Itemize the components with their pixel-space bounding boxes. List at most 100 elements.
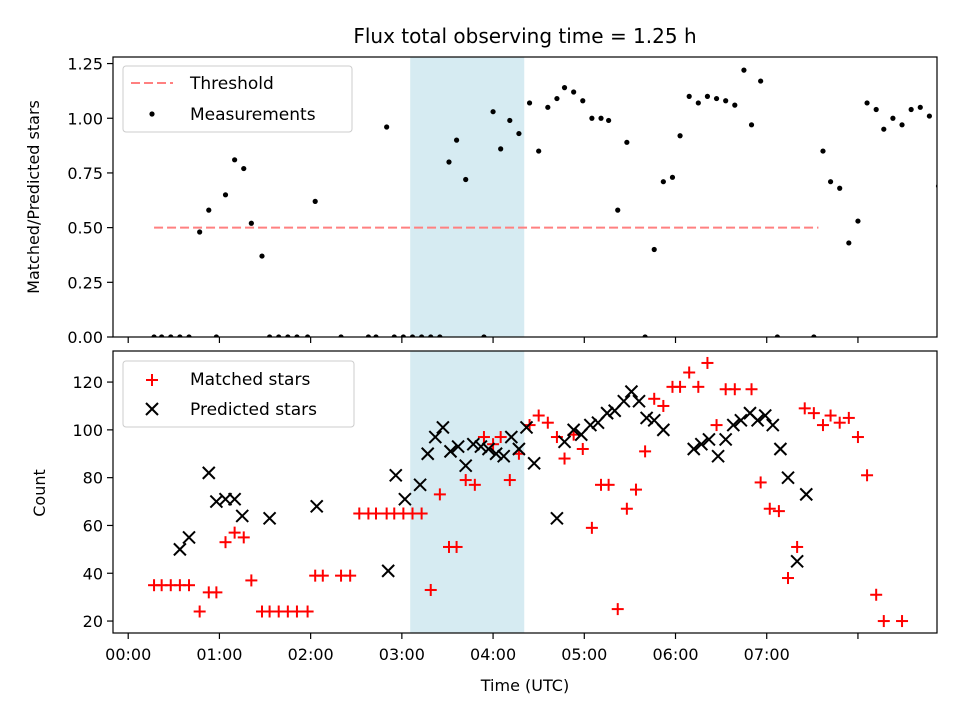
measurement-point: [651, 246, 657, 253]
measurement-point: [516, 130, 522, 137]
measurement-point: [437, 334, 443, 337]
bottom-xtick-label: 07:00: [744, 645, 790, 664]
measurement-point: [400, 334, 406, 337]
measurement-point: [732, 102, 738, 108]
matched-star-point: [301, 605, 314, 618]
measurement-point: [241, 165, 247, 172]
matched-star-point: [477, 431, 490, 444]
matched-star-point: [620, 502, 633, 515]
predicted-star-point: [726, 418, 740, 432]
predicted-star-point: [413, 478, 427, 492]
bottom-y-axis-label: Count: [30, 469, 49, 517]
predicted-star-point: [428, 430, 443, 444]
matched-star-point: [415, 507, 428, 520]
measurement-point: [723, 98, 729, 104]
matched-star-point: [316, 569, 329, 582]
legend-threshold-label: Threshold: [189, 74, 274, 94]
matched-star-point: [532, 409, 545, 422]
top-ytick-label: 0.50: [67, 219, 103, 238]
predicted-star-point: [702, 432, 716, 447]
top-ytick-label: 1.00: [67, 109, 103, 128]
matched-star-point: [370, 507, 383, 520]
predicted-star-point: [512, 442, 526, 456]
bottom-xtick-label: 04:00: [470, 645, 516, 664]
bottom-ytick-label: 80: [83, 469, 103, 488]
measurement-point: [409, 334, 416, 337]
measurement-point: [624, 139, 630, 145]
measurement-point: [276, 334, 282, 337]
top-ytick-label: 0.75: [67, 164, 103, 183]
predicted-star-point: [790, 554, 804, 569]
predicted-star-point: [766, 418, 780, 432]
measurement-point: [490, 109, 496, 115]
predicted-star-point: [436, 420, 450, 435]
measurement-point: [232, 157, 238, 163]
matched-star-point: [833, 416, 846, 429]
measurement-points: [151, 67, 937, 337]
predicted-star-point: [398, 492, 412, 506]
matched-star-point: [193, 605, 206, 618]
measurement-point: [589, 115, 595, 121]
predicted-star-point: [758, 408, 772, 423]
measurement-point: [695, 100, 701, 106]
matched-star-point: [424, 583, 437, 596]
measurement-point: [507, 117, 513, 124]
predicted-star-point: [459, 459, 473, 473]
bottom-ytick-label: 120: [72, 373, 103, 392]
measurement-point: [373, 334, 379, 337]
matched-star-point: [728, 383, 741, 396]
measurement-point: [827, 179, 834, 185]
top-x-ticks: [127, 337, 859, 343]
matched-star-point: [851, 431, 864, 444]
predicted-star-point: [451, 439, 465, 454]
legend-measurements-label: Measurements: [190, 105, 316, 125]
predicted-star-point: [600, 406, 614, 420]
measurement-point: [177, 334, 183, 337]
predicted-star-point: [389, 468, 403, 482]
predicted-star-point: [773, 442, 788, 456]
top-legend-box: [122, 65, 353, 133]
matched-star-point: [210, 586, 223, 599]
measurement-point: [259, 253, 265, 259]
matched-star-point: [468, 478, 481, 491]
top-legend: Threshold Measurements: [122, 65, 353, 133]
measurement-point: [908, 106, 914, 113]
bottom-legend-box: [122, 360, 355, 428]
predicted-star-point: [173, 542, 187, 557]
matched-star-point: [639, 445, 652, 458]
matched-star-point: [237, 531, 250, 544]
matched-star-point: [861, 469, 874, 482]
matched-star-point: [816, 419, 829, 432]
matched-star-point: [674, 380, 687, 393]
measurement-point: [338, 334, 344, 337]
bottom-ytick-label: 40: [83, 564, 103, 583]
measurement-point: [820, 148, 826, 154]
measurement-point: [677, 133, 683, 139]
predicted-stars-points: [173, 384, 813, 578]
matched-star-point: [585, 521, 598, 534]
measurement-point: [864, 100, 870, 106]
matched-star-point: [290, 605, 303, 618]
predicted-star-point: [527, 456, 541, 471]
predicted-star-point: [504, 430, 519, 444]
predicted-star-point: [262, 511, 277, 525]
predicted-star-point: [656, 423, 671, 437]
measurement-point: [846, 240, 852, 246]
matched-star-point: [183, 579, 196, 592]
top-shaded-span: [410, 57, 525, 337]
measurement-point: [168, 334, 174, 337]
predicted-star-point: [489, 447, 503, 461]
measurement-point: [704, 93, 711, 99]
bottom-panel: 20 40 60 80 100 120 00:00 01:00 02:00 03:00 04:00…: [30, 350, 938, 695]
predicted-star-point: [799, 487, 813, 502]
bottom-xtick-label: 06:00: [652, 645, 698, 664]
predicted-star-point: [481, 442, 496, 456]
matched-star-point: [772, 505, 785, 518]
measurement-point: [890, 115, 896, 121]
predicted-star-point: [750, 413, 765, 428]
top-axes-frame: [112, 56, 938, 338]
measurement-point: [554, 95, 560, 102]
predicted-star-point: [443, 444, 458, 459]
measurement-point: [186, 334, 192, 337]
